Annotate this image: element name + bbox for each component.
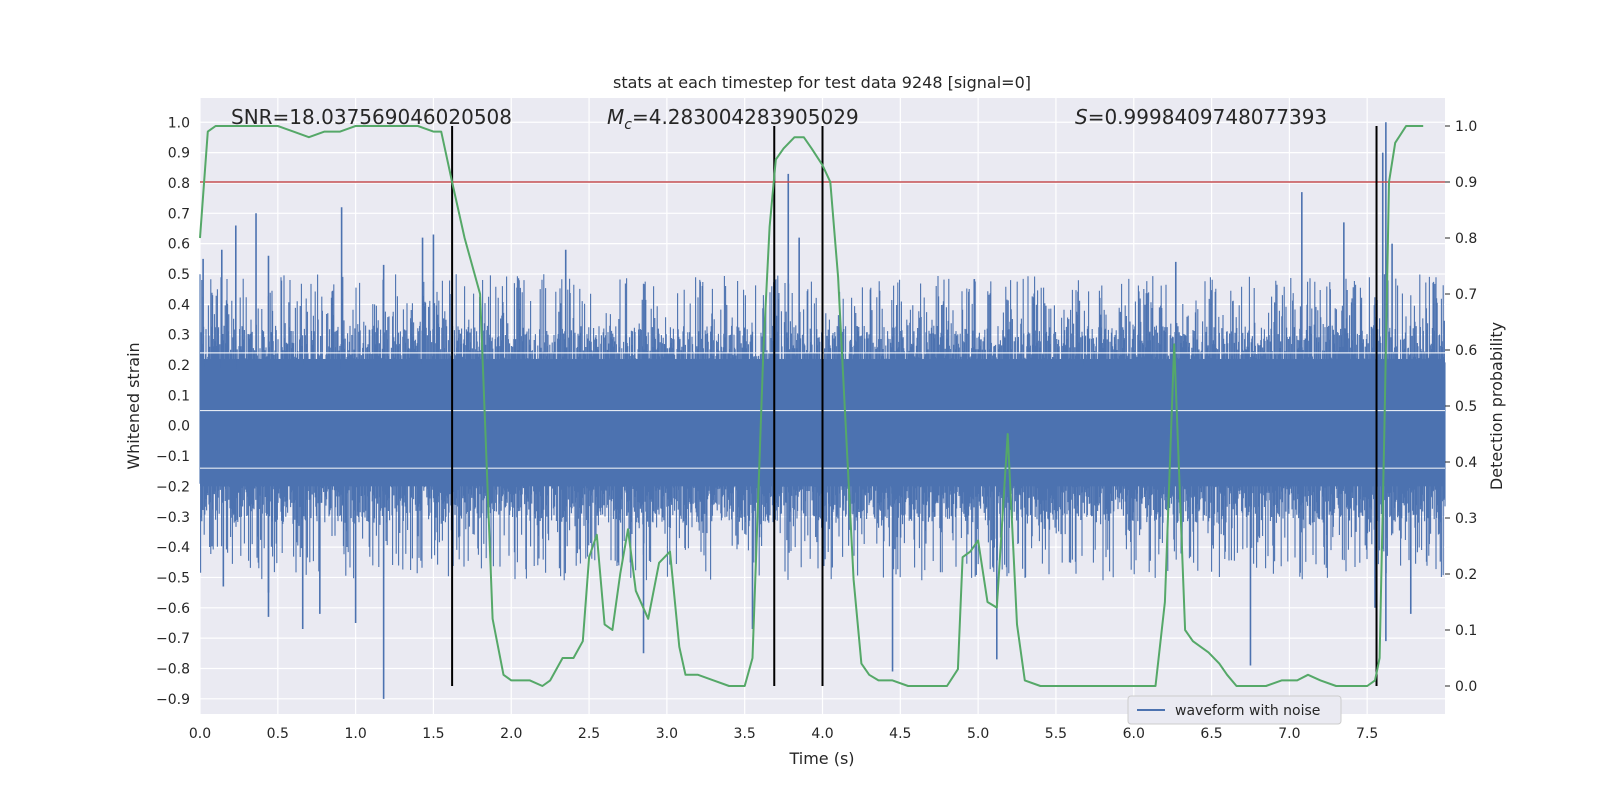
y-tick-label: 0.2	[168, 358, 190, 374]
chirp-mass-subscript: c	[624, 117, 632, 133]
x-tick-label: 3.5	[734, 726, 756, 742]
y-tick-label: −0.3	[156, 510, 190, 526]
x-tick-label: 0.0	[189, 726, 211, 742]
chirp-mass-annotation: Mc=4.283004283905029	[607, 105, 859, 133]
y-right-tick-label: 1.0	[1455, 119, 1477, 135]
y-axis-label: Whitened strain	[124, 342, 143, 469]
detection-probability-line	[199, 125, 1424, 687]
y-right-tick-label: 0.2	[1455, 567, 1477, 583]
x-tick-label: 4.0	[811, 726, 833, 742]
y-tick-label: 0.6	[168, 237, 190, 253]
x-tick-label: 1.0	[344, 726, 366, 742]
x-tick-label: 4.5	[889, 726, 911, 742]
y-right-tick-label: 0.9	[1455, 175, 1477, 191]
y-tick-label: −0.6	[156, 601, 190, 617]
x-tick-label: 5.5	[1045, 726, 1067, 742]
y-tick-label: 0.7	[168, 206, 190, 222]
chirp-mass-symbol: M	[607, 105, 624, 129]
y-right-tick-label: 0.3	[1455, 511, 1477, 527]
y-right-tick-label: 0.0	[1455, 679, 1477, 695]
y-tick-labels-left: −0.9 −0.8 −0.7 −0.6 −0.5 −0.4 −0.3 −0.2 −0.1 0.0 0…	[156, 115, 190, 708]
y-tick-label: 0.5	[168, 267, 190, 283]
x-tick-label: 5.0	[967, 726, 989, 742]
y-right-tick-label: 0.8	[1455, 231, 1477, 247]
y-right-tick-label: 0.7	[1455, 287, 1477, 303]
y-tick-label: −0.7	[156, 631, 190, 647]
snr-annotation: SNR=18.037569046020508	[231, 105, 512, 129]
x-tick-labels: 0.0 0.5 1.0 1.5 2.0 2.5 3.0 3.5 4.0 4.5 5.0 5.5 6.0 6…	[189, 726, 1378, 742]
x-tick-label: 7.5	[1356, 726, 1378, 742]
y-tick-label: −0.9	[156, 692, 190, 708]
y-tick-label: −0.1	[156, 449, 190, 465]
vertical-markers	[451, 126, 1378, 686]
x-tick-label: 1.5	[422, 726, 444, 742]
y-tick-label: 0.8	[168, 176, 190, 192]
legend: waveform with noise	[1127, 695, 1342, 725]
x-tick-label: 7.0	[1278, 726, 1300, 742]
y-tick-labels-right: 0.0 0.1 0.2 0.3 0.4 0.5 0.6 0.7 0.8 0.9 1.0	[1445, 119, 1477, 695]
x-tick-label: 6.5	[1200, 726, 1222, 742]
x-tick-label: 2.5	[578, 726, 600, 742]
y-tick-label: 0.4	[168, 297, 190, 313]
x-tick-label: 3.0	[656, 726, 678, 742]
x-tick-label: 0.5	[267, 726, 289, 742]
x-tick-label: 2.0	[500, 726, 522, 742]
y-tick-label: −0.4	[156, 540, 190, 556]
legend-entry-waveform-with-noise: waveform with noise	[1175, 703, 1320, 719]
y-tick-label: 0.0	[168, 419, 190, 435]
y-right-tick-label: 0.5	[1455, 399, 1477, 415]
y-right-tick-label: 0.1	[1455, 623, 1477, 639]
y-tick-label: −0.8	[156, 661, 190, 677]
y-tick-label: 0.1	[168, 388, 190, 404]
y-tick-label: 0.9	[168, 146, 190, 162]
score-value: =0.9998409748077393	[1088, 105, 1327, 129]
legend-box	[1127, 695, 1342, 725]
y-right-tick-label: 0.6	[1455, 343, 1477, 359]
y-tick-label: 0.3	[168, 328, 190, 344]
y-tick-label: −0.2	[156, 479, 190, 495]
score-annotation: S=0.9998409748077393	[1075, 105, 1327, 129]
y-tick-label: 1.0	[168, 115, 190, 131]
y-right-tick-label: 0.4	[1455, 455, 1477, 471]
score-symbol: S	[1075, 105, 1088, 129]
y-tick-label: −0.5	[156, 570, 190, 586]
y-axis-label-right: Detection probability	[1487, 322, 1506, 490]
x-axis-label: Time (s)	[788, 749, 854, 768]
chirp-mass-value: =4.283004283905029	[632, 105, 859, 129]
x-tick-label: 6.0	[1123, 726, 1145, 742]
chart-title: stats at each timestep for test data 924…	[613, 73, 1031, 92]
detection-probability-series	[199, 125, 1424, 687]
